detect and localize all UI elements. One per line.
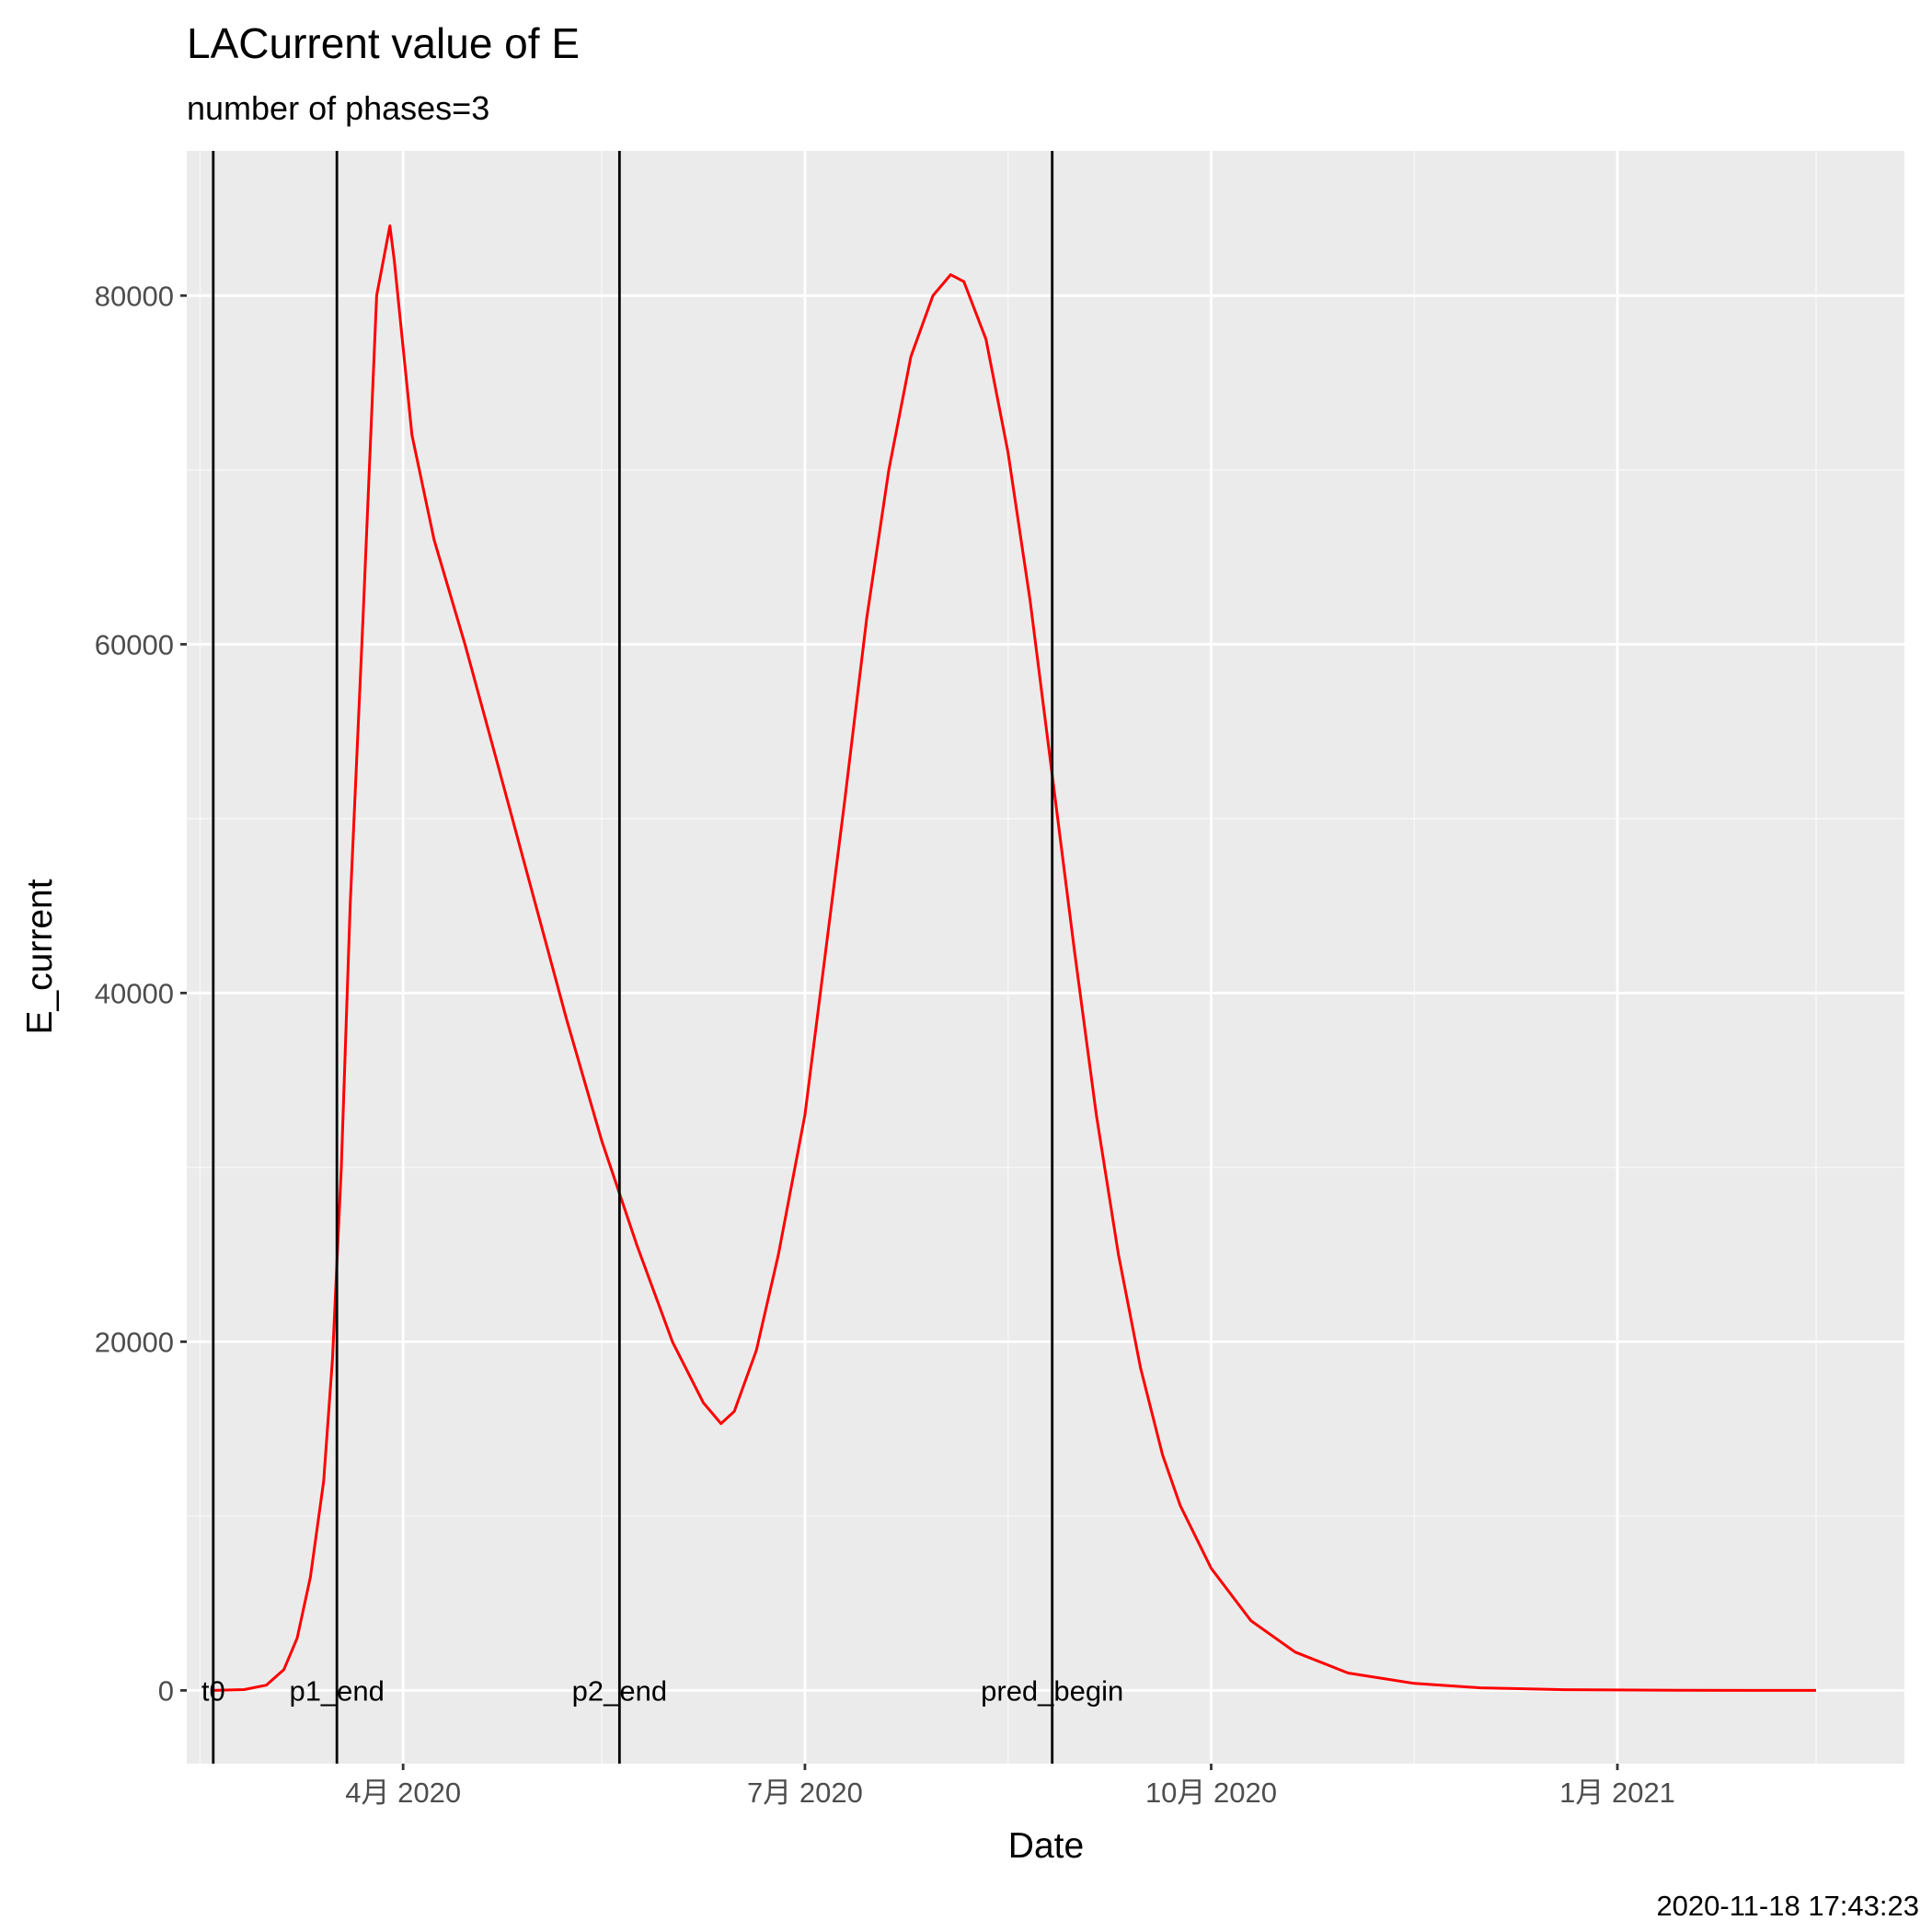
y-tick-label: 0 — [158, 1674, 174, 1707]
chart-subtitle: number of phases=3 — [187, 89, 489, 127]
chart-title: LACurrent value of E — [187, 19, 580, 67]
y-tick-label: 60000 — [95, 628, 174, 661]
phase-vline-label: t0 — [201, 1674, 225, 1707]
series-layer — [213, 224, 1817, 1692]
phase-lines: t0 p1_end p2_end pred_begin — [201, 151, 1123, 1764]
y-axis: 0 20000 40000 60000 80000 — [95, 280, 187, 1707]
phase-vline-label: p2_end — [572, 1674, 667, 1707]
y-tick-label: 20000 — [95, 1326, 174, 1358]
y-axis-title: E_current — [20, 879, 60, 1034]
series-line — [213, 224, 1817, 1692]
y-tick-label: 80000 — [95, 280, 174, 312]
x-tick-label: 1月 2021 — [1559, 1777, 1675, 1809]
timestamp-caption: 2020-11-18 17:43:23 — [1656, 1890, 1919, 1922]
plot-panel — [187, 151, 1904, 1764]
x-axis-title: Date — [1008, 1826, 1084, 1866]
phase-vline-label: pred_begin — [981, 1674, 1123, 1707]
x-tick-label: 10月 2020 — [1145, 1777, 1277, 1809]
x-tick-label: 7月 2020 — [747, 1777, 863, 1809]
x-axis: 4月 2020 7月 2020 10月 2020 1月 2021 — [345, 1764, 1675, 1809]
y-tick-label: 40000 — [95, 977, 174, 1009]
x-tick-label: 4月 2020 — [345, 1777, 461, 1809]
phase-vline-label: p1_end — [289, 1674, 384, 1707]
